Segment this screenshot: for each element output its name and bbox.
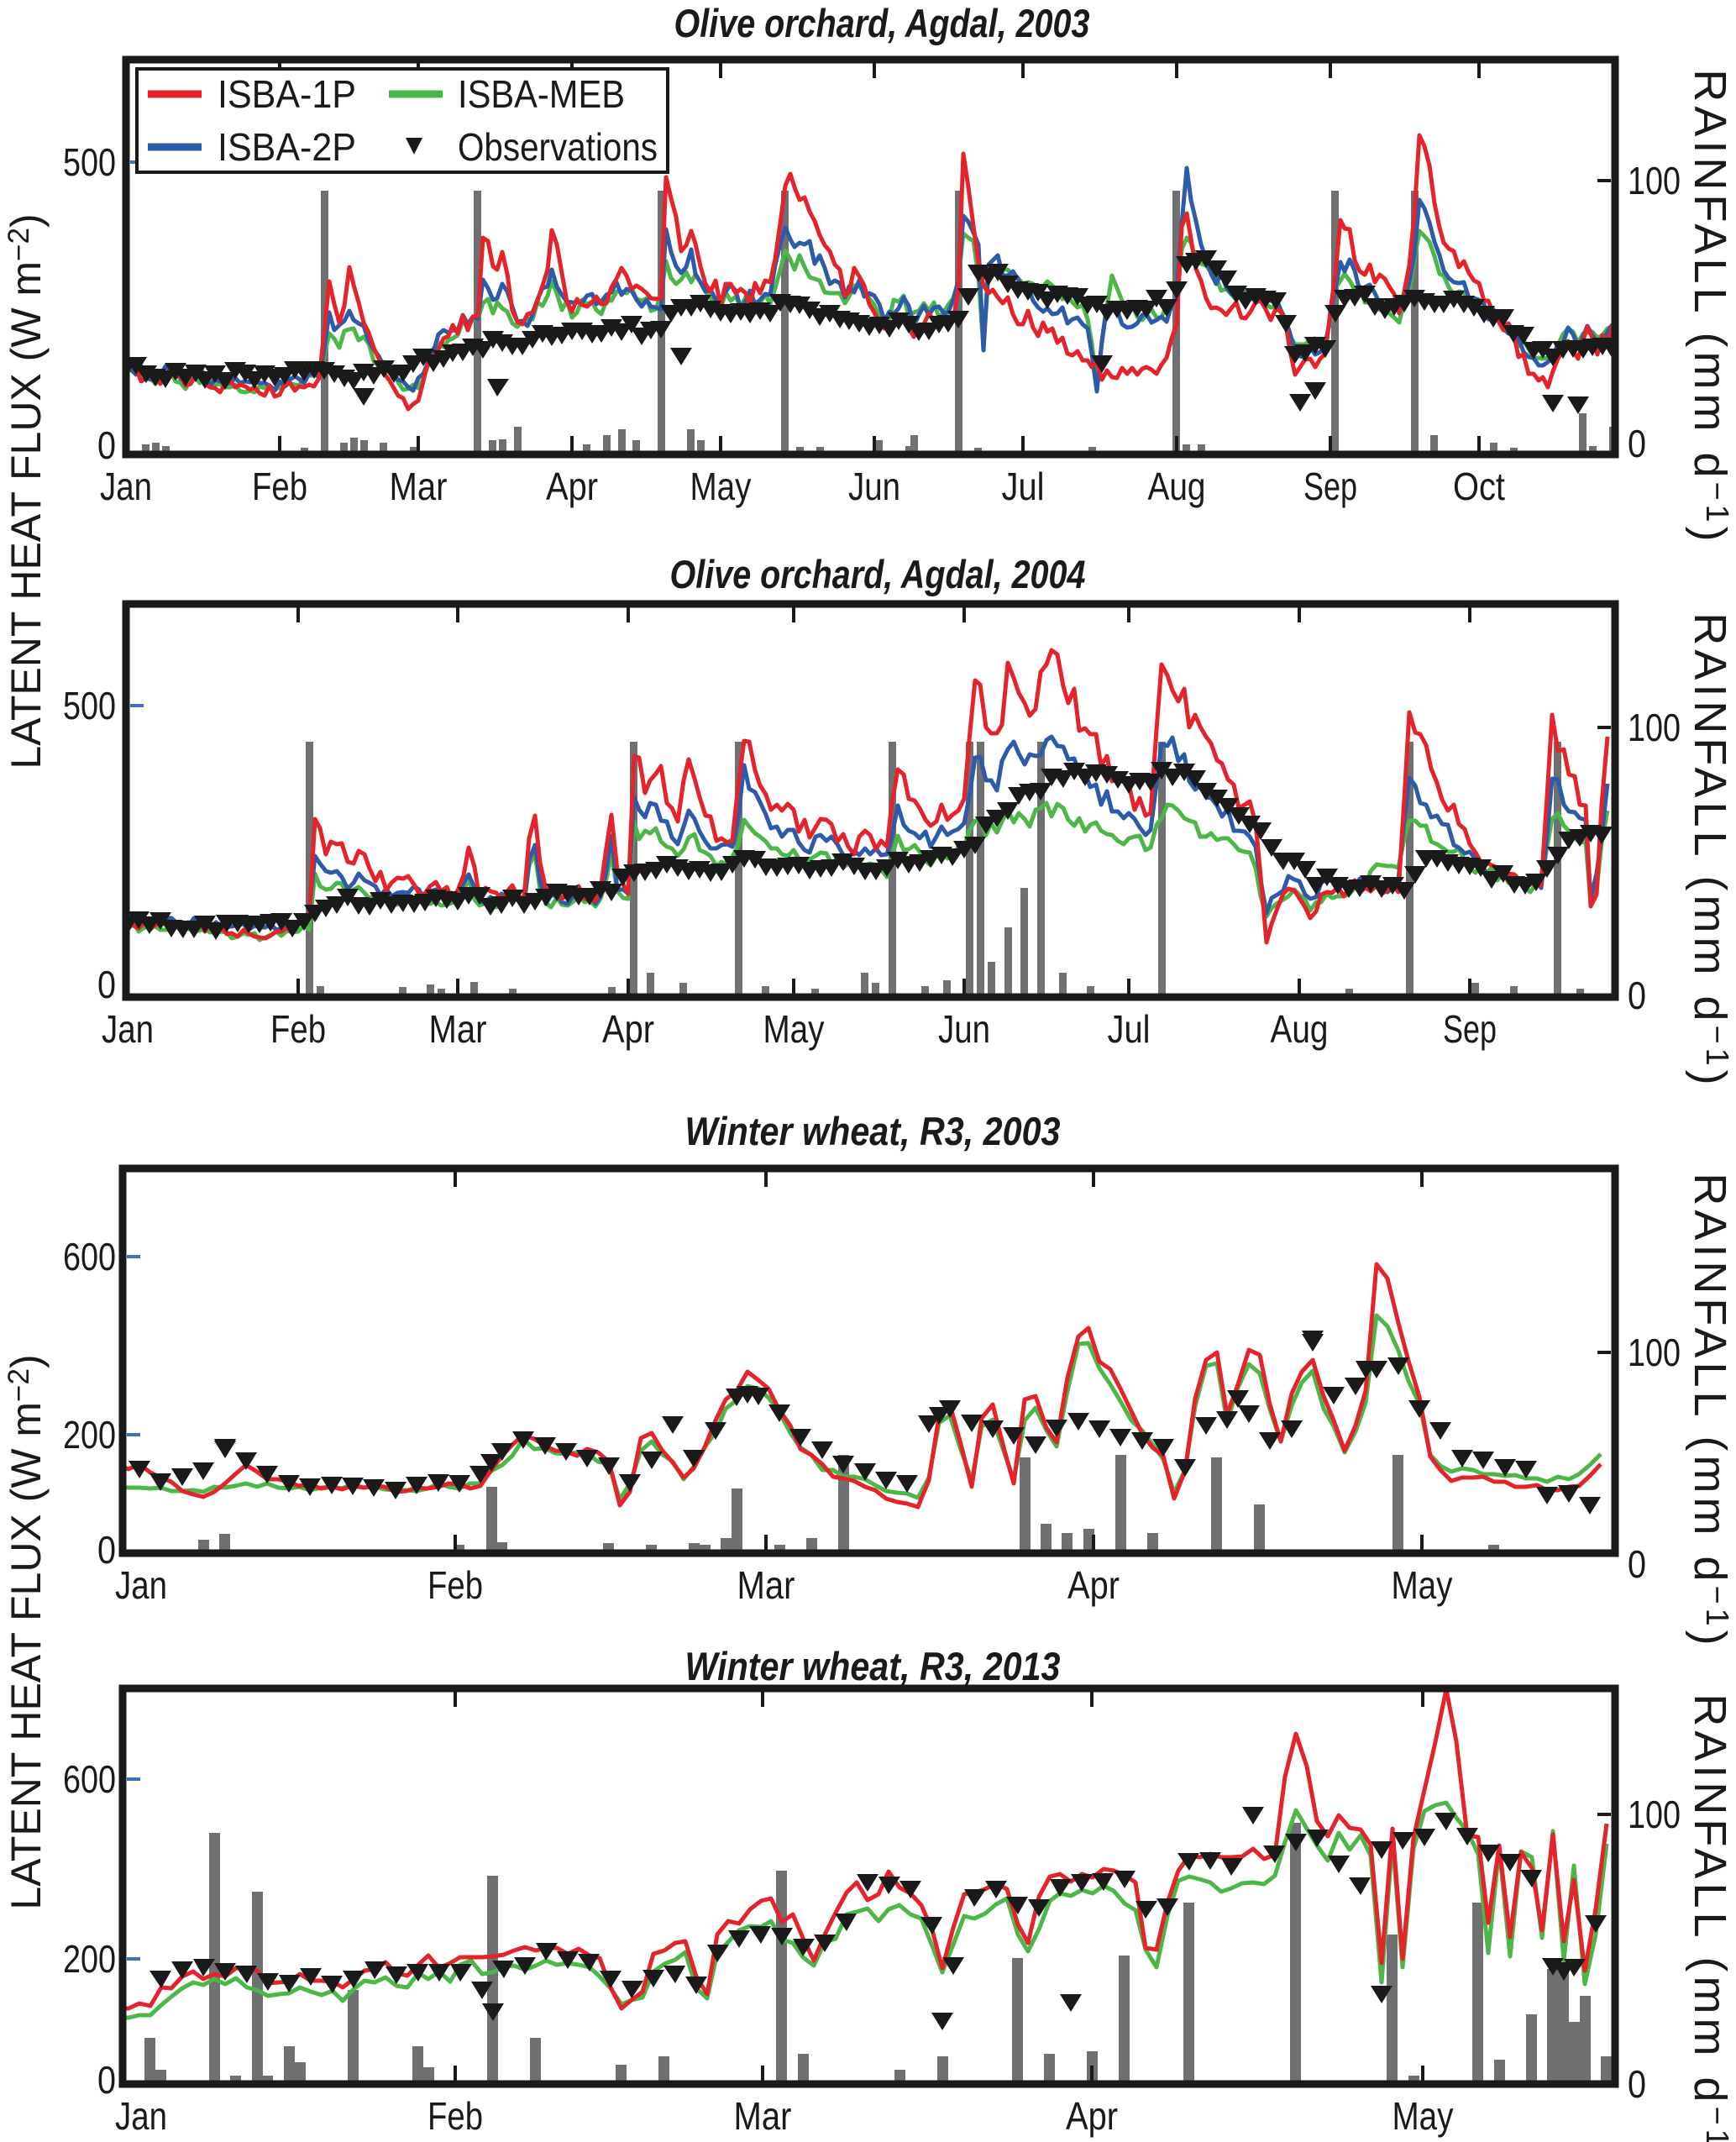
svg-text:Apr: Apr	[546, 465, 598, 508]
svg-text:RAINFALL (mm d−1): RAINFALL (mm d−1)	[1685, 612, 1735, 1089]
svg-text:Mar: Mar	[734, 2094, 792, 2138]
svg-text:Jan: Jan	[100, 465, 152, 508]
svg-text:100: 100	[1628, 1793, 1681, 1836]
svg-text:May: May	[763, 1007, 825, 1051]
svg-text:ISBA-1P: ISBA-1P	[218, 72, 356, 116]
svg-text:Observations: Observations	[458, 125, 658, 169]
svg-text:0: 0	[1628, 1542, 1646, 1586]
svg-text:600: 600	[63, 1235, 116, 1278]
svg-text:Feb: Feb	[270, 1007, 326, 1051]
svg-text:May: May	[1392, 2094, 1454, 2138]
svg-text:RAINFALL (mm d−1): RAINFALL (mm d−1)	[1685, 1173, 1735, 1649]
svg-text:RAINFALL (mm d−1): RAINFALL (mm d−1)	[1685, 1693, 1735, 2142]
svg-text:100: 100	[1628, 706, 1681, 749]
svg-text:0: 0	[1628, 974, 1646, 1017]
svg-text:Winter wheat, R3, 2013: Winter wheat, R3, 2013	[685, 1644, 1061, 1688]
svg-text:Mar: Mar	[737, 1563, 795, 1607]
svg-text:0: 0	[1628, 422, 1646, 465]
svg-text:Feb: Feb	[252, 465, 307, 508]
svg-text:100: 100	[1628, 1331, 1681, 1374]
svg-text:Mar: Mar	[429, 1007, 487, 1051]
svg-text:Sep: Sep	[1443, 1007, 1497, 1051]
svg-text:Feb: Feb	[427, 1563, 483, 1607]
svg-text:500: 500	[63, 684, 116, 727]
svg-text:LATENT HEAT FLUX (W m−2): LATENT HEAT FLUX (W m−2)	[3, 213, 50, 769]
svg-text:Oct: Oct	[1453, 465, 1505, 508]
svg-text:0: 0	[1628, 2062, 1646, 2106]
svg-text:0: 0	[97, 1528, 116, 1572]
svg-text:500: 500	[63, 140, 116, 184]
svg-text:Jul: Jul	[1002, 465, 1045, 508]
svg-text:200: 200	[63, 1413, 116, 1457]
svg-text:Winter wheat, R3, 2003: Winter wheat, R3, 2003	[685, 1109, 1061, 1153]
svg-text:Feb: Feb	[427, 2094, 483, 2138]
svg-text:0: 0	[97, 423, 116, 467]
svg-text:Mar: Mar	[390, 465, 448, 508]
svg-text:Apr: Apr	[1067, 1563, 1120, 1607]
svg-text:Jul: Jul	[1108, 1007, 1151, 1051]
svg-text:Olive orchard, Agdal, 2003: Olive orchard, Agdal, 2003	[674, 1, 1090, 45]
svg-text:ISBA-MEB: ISBA-MEB	[458, 72, 625, 116]
svg-text:Apr: Apr	[1066, 2094, 1118, 2138]
svg-text:100: 100	[1628, 159, 1681, 202]
svg-text:LATENT HEAT FLUX (W m−2): LATENT HEAT FLUX (W m−2)	[3, 1354, 50, 1909]
svg-text:0: 0	[97, 963, 116, 1006]
svg-text:Jun: Jun	[848, 465, 900, 508]
svg-text:Jan: Jan	[102, 1007, 154, 1051]
svg-text:Aug: Aug	[1271, 1007, 1329, 1051]
svg-text:600: 600	[63, 1757, 116, 1801]
svg-text:Jun: Jun	[938, 1007, 990, 1051]
svg-text:Jan: Jan	[115, 2094, 167, 2138]
svg-text:May: May	[690, 465, 752, 508]
svg-text:Sep: Sep	[1303, 465, 1357, 508]
svg-text:ISBA-2P: ISBA-2P	[218, 125, 356, 169]
svg-text:RAINFALL (mm d−1): RAINFALL (mm d−1)	[1685, 69, 1735, 545]
svg-text:200: 200	[63, 1937, 116, 1981]
svg-text:Jan: Jan	[115, 1563, 167, 1607]
svg-text:0: 0	[97, 2058, 116, 2102]
svg-text:Apr: Apr	[602, 1007, 654, 1051]
svg-text:Olive orchard, Agdal, 2004: Olive orchard, Agdal, 2004	[670, 552, 1086, 596]
svg-text:Aug: Aug	[1148, 465, 1206, 508]
svg-text:May: May	[1392, 1563, 1453, 1607]
